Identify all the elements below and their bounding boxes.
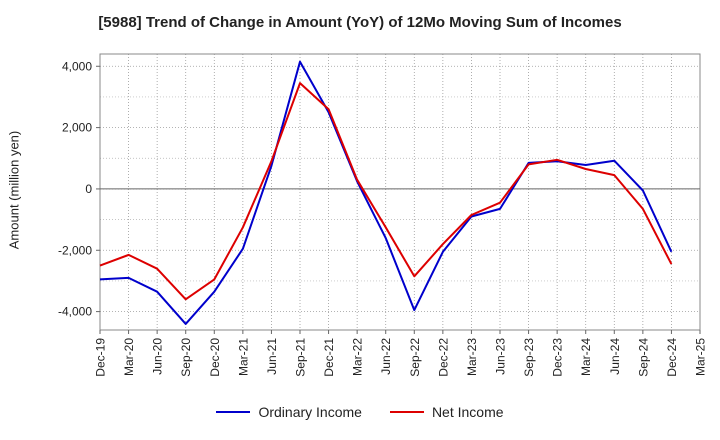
legend-item-net-income: Net Income [389, 404, 504, 420]
grid [100, 54, 700, 330]
x-tick-label: Sep-21 [294, 338, 308, 377]
x-tick-label: Dec-19 [94, 338, 108, 377]
x-tick-label: Mar-23 [465, 338, 479, 376]
x-tick-label: Sep-22 [408, 338, 422, 377]
x-tick-label: Jun-21 [265, 338, 279, 375]
legend: Ordinary Income Net Income [0, 404, 720, 420]
x-tick-label: Mar-24 [579, 338, 593, 376]
chart-title: [5988] Trend of Change in Amount (YoY) o… [98, 14, 622, 31]
x-tick-label: Mar-25 [694, 338, 708, 376]
x-tick-label: Sep-20 [179, 338, 193, 377]
x-tick-label: Mar-21 [236, 338, 250, 376]
y-tick-label: 2,000 [62, 121, 92, 135]
y-tick-label: -4,000 [58, 305, 92, 319]
y-tick-label: 4,000 [62, 59, 92, 73]
x-tick-label: Dec-24 [665, 338, 679, 377]
y-tick-label: -2,000 [58, 243, 92, 257]
x-tick-label: Jun-20 [151, 338, 165, 375]
legend-item-ordinary-income: Ordinary Income [216, 404, 362, 420]
x-tick-label: Jun-24 [608, 338, 622, 375]
series-line-ordinary-income [99, 60, 673, 325]
legend-label-ordinary-income: Ordinary Income [258, 404, 362, 420]
x-tick-label: Sep-24 [636, 338, 650, 377]
x-tick-label: Dec-20 [208, 338, 222, 377]
plot-frame [99, 53, 701, 331]
x-tick-label: Mar-22 [351, 338, 365, 376]
legend-swatch-net-income [389, 411, 424, 413]
x-tick-label: Dec-23 [551, 338, 565, 377]
y-axis-label: Amount (million yen) [6, 130, 22, 250]
legend-swatch-ordinary-income [216, 411, 251, 413]
series-lines [99, 60, 673, 325]
x-tick-label: Sep-23 [522, 338, 536, 377]
x-tick-label: Jun-22 [379, 338, 393, 375]
x-tick-label: Jun-23 [494, 338, 508, 375]
x-tick-label: Mar-20 [122, 338, 136, 376]
y-tick-label: 0 [85, 182, 92, 196]
axes: Dec-19 Mar-20 Jun-20 Sep-20 Dec-20 Mar-21 Jun-… [58, 53, 708, 377]
series-line-net-income [99, 82, 673, 301]
x-tick-label: Dec-22 [436, 338, 450, 377]
legend-label-net-income: Net Income [431, 404, 504, 420]
x-tick-label: Dec-21 [322, 338, 336, 377]
